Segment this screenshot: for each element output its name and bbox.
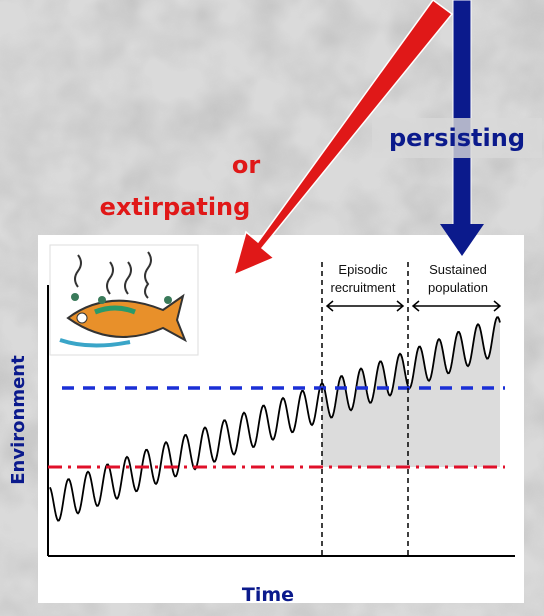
span-label: recruitment (330, 280, 395, 295)
slide: Episodic recruitment Sustained populatio… (0, 0, 544, 616)
span-label: Episodic (338, 262, 388, 277)
x-axis-label: Time (242, 584, 294, 606)
persisting-label: persisting (389, 124, 525, 152)
span-label: Sustained (429, 262, 487, 277)
fish-clipart (50, 245, 198, 355)
page: Episodic recruitment Sustained populatio… (0, 0, 544, 616)
span-label: population (428, 280, 488, 295)
extirpating-label: extirpating (100, 193, 251, 221)
y-axis-label: Environment (8, 355, 29, 485)
or-label: or (232, 151, 260, 179)
